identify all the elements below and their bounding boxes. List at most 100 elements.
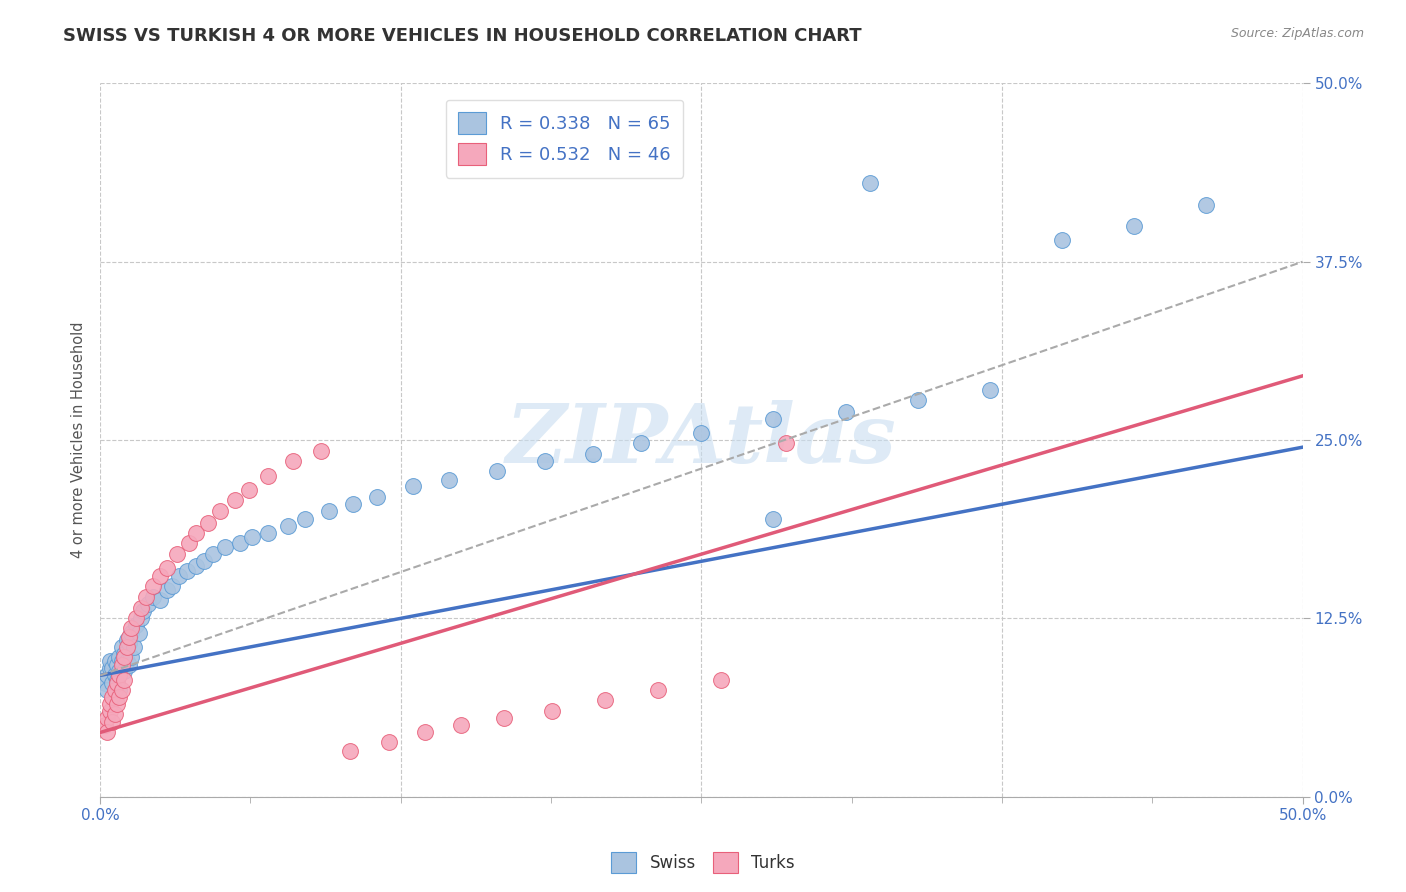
Point bbox=[1050, 233, 1073, 247]
Point bbox=[105, 678, 128, 692]
Point bbox=[859, 176, 882, 190]
Point bbox=[413, 725, 436, 739]
Point bbox=[907, 393, 929, 408]
Text: ZIPAtlas: ZIPAtlas bbox=[506, 400, 897, 480]
Point bbox=[120, 649, 142, 664]
Point bbox=[108, 668, 131, 682]
Point bbox=[775, 436, 797, 450]
Point bbox=[94, 718, 117, 732]
Point bbox=[582, 447, 605, 461]
Point bbox=[277, 518, 299, 533]
Point bbox=[122, 640, 145, 654]
Point bbox=[118, 635, 141, 649]
Point bbox=[98, 697, 121, 711]
Point bbox=[101, 675, 124, 690]
Point bbox=[125, 618, 148, 632]
Point bbox=[129, 601, 152, 615]
Point bbox=[257, 468, 280, 483]
Point bbox=[101, 690, 124, 704]
Point bbox=[238, 483, 260, 497]
Point bbox=[1123, 219, 1146, 233]
Point bbox=[186, 525, 208, 540]
Point bbox=[112, 647, 135, 661]
Point bbox=[166, 547, 188, 561]
Point bbox=[1195, 197, 1218, 211]
Point bbox=[108, 682, 131, 697]
Point bbox=[103, 654, 125, 668]
Point bbox=[105, 658, 128, 673]
Point bbox=[118, 630, 141, 644]
Point bbox=[103, 706, 125, 721]
Point bbox=[179, 535, 201, 549]
Point bbox=[979, 383, 1001, 397]
Point bbox=[690, 425, 713, 440]
Point bbox=[132, 604, 155, 618]
Point bbox=[339, 744, 361, 758]
Point bbox=[105, 697, 128, 711]
Point bbox=[112, 664, 135, 678]
Point bbox=[98, 661, 121, 675]
Point bbox=[534, 454, 557, 468]
Point bbox=[311, 444, 333, 458]
Point bbox=[96, 725, 118, 739]
Legend: Swiss, Turks: Swiss, Turks bbox=[605, 846, 801, 880]
Point bbox=[630, 436, 652, 450]
Point bbox=[214, 540, 236, 554]
Point bbox=[98, 654, 121, 668]
Y-axis label: 4 or more Vehicles in Household: 4 or more Vehicles in Household bbox=[72, 322, 86, 558]
Point bbox=[115, 640, 138, 654]
Point bbox=[115, 654, 138, 668]
Point bbox=[111, 640, 134, 654]
Point bbox=[402, 479, 425, 493]
Point bbox=[108, 664, 131, 678]
Text: Source: ZipAtlas.com: Source: ZipAtlas.com bbox=[1230, 27, 1364, 40]
Point bbox=[103, 668, 125, 682]
Point bbox=[115, 632, 138, 647]
Point bbox=[108, 649, 131, 664]
Point bbox=[149, 592, 172, 607]
Point bbox=[98, 704, 121, 718]
Point bbox=[494, 711, 516, 725]
Point bbox=[112, 649, 135, 664]
Point bbox=[228, 535, 250, 549]
Point bbox=[342, 497, 364, 511]
Point bbox=[437, 473, 460, 487]
Point bbox=[224, 493, 246, 508]
Point bbox=[710, 673, 733, 687]
Point bbox=[111, 654, 134, 668]
Point bbox=[318, 504, 340, 518]
Point bbox=[197, 516, 219, 530]
Point bbox=[257, 525, 280, 540]
Point bbox=[541, 704, 564, 718]
Point bbox=[129, 611, 152, 625]
Point bbox=[162, 578, 184, 592]
Point bbox=[125, 611, 148, 625]
Point bbox=[294, 511, 316, 525]
Point bbox=[186, 558, 208, 573]
Point bbox=[103, 682, 125, 697]
Point bbox=[834, 404, 856, 418]
Point bbox=[111, 658, 134, 673]
Point bbox=[485, 465, 508, 479]
Point bbox=[593, 692, 616, 706]
Point bbox=[136, 597, 159, 611]
Point bbox=[156, 582, 179, 597]
Point bbox=[209, 504, 232, 518]
Point bbox=[135, 590, 157, 604]
Point bbox=[111, 682, 134, 697]
Point bbox=[142, 590, 165, 604]
Point bbox=[377, 735, 399, 749]
Point bbox=[281, 454, 304, 468]
Point bbox=[94, 675, 117, 690]
Point bbox=[193, 554, 215, 568]
Point bbox=[105, 673, 128, 687]
Point bbox=[647, 682, 669, 697]
Point bbox=[101, 715, 124, 730]
Point bbox=[96, 668, 118, 682]
Point bbox=[202, 547, 225, 561]
Point bbox=[366, 490, 388, 504]
Point bbox=[96, 711, 118, 725]
Point bbox=[112, 673, 135, 687]
Point bbox=[169, 568, 191, 582]
Point bbox=[96, 682, 118, 697]
